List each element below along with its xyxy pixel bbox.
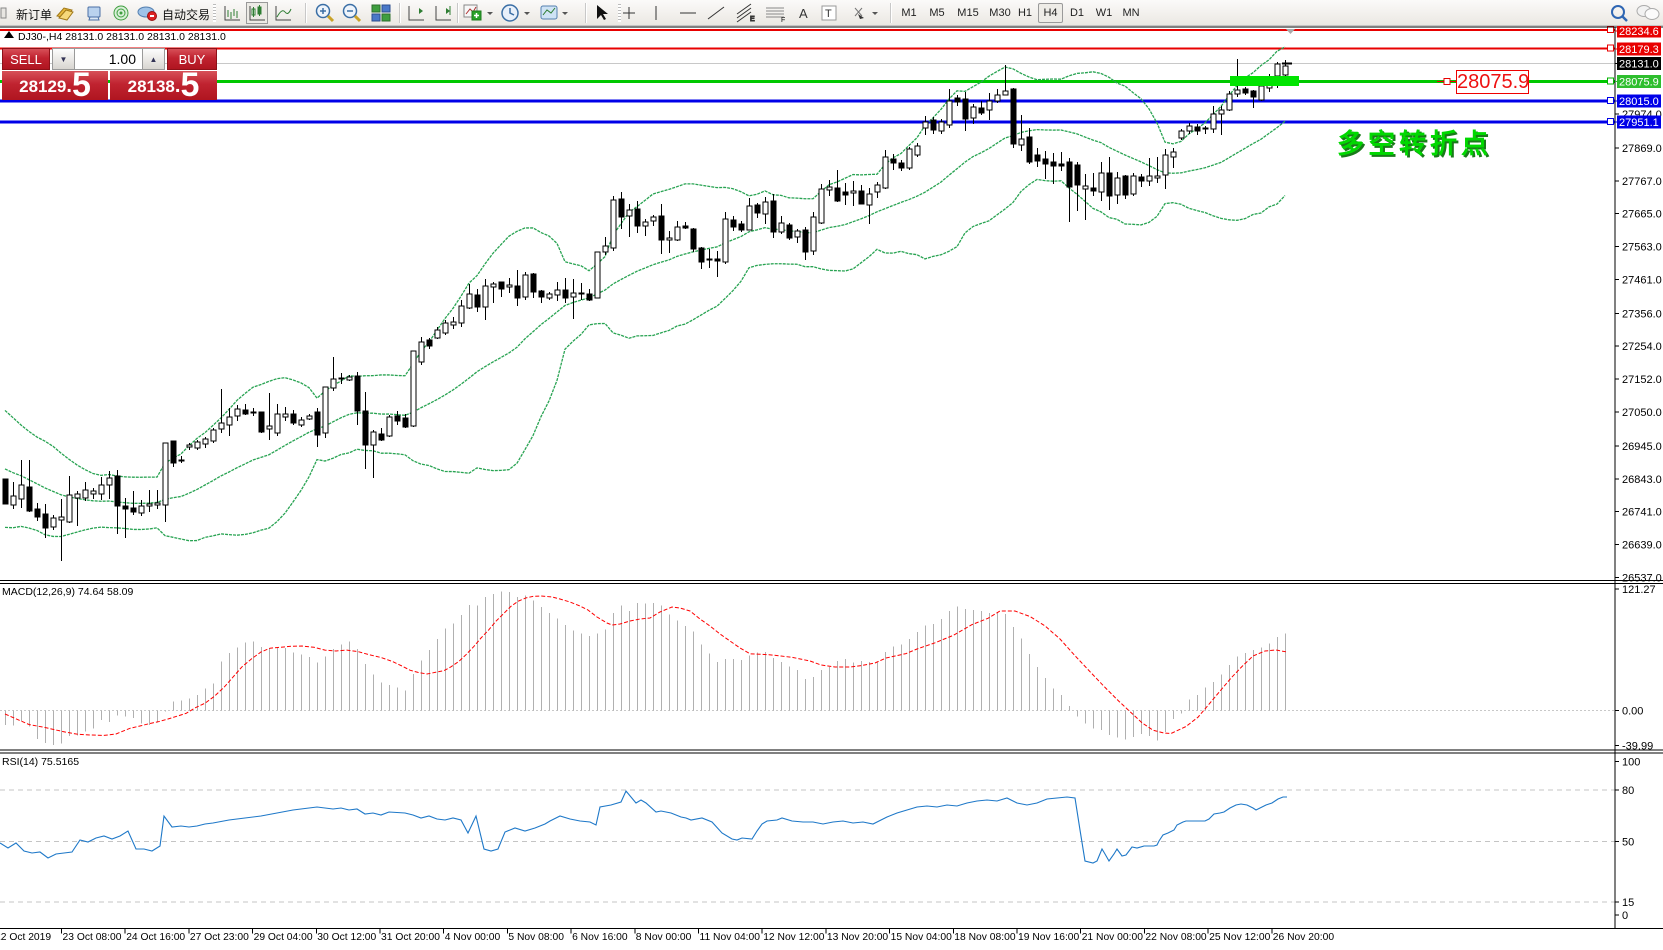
svg-text:28234.6: 28234.6 xyxy=(1619,26,1659,38)
svg-text:29 Oct 04:00: 29 Oct 04:00 xyxy=(254,932,313,943)
svg-text:80: 80 xyxy=(1622,785,1634,797)
svg-text:15: 15 xyxy=(1622,897,1634,909)
svg-text:0: 0 xyxy=(1622,910,1628,922)
svg-text:RSI(14) 75.5165: RSI(14) 75.5165 xyxy=(2,756,79,768)
svg-text:30 Oct 12:00: 30 Oct 12:00 xyxy=(317,932,376,943)
svg-text:A: A xyxy=(799,6,808,21)
svg-text:13 Nov 20:00: 13 Nov 20:00 xyxy=(827,932,889,943)
svg-text:-39.99: -39.99 xyxy=(1622,741,1653,753)
svg-text:0.00: 0.00 xyxy=(1622,706,1643,718)
svg-text:31 Oct 20:00: 31 Oct 20:00 xyxy=(381,932,440,943)
svg-text:26 Nov 20:00: 26 Nov 20:00 xyxy=(1273,932,1335,943)
svg-text:27461.0: 27461.0 xyxy=(1622,274,1662,286)
svg-text:23 Oct 08:00: 23 Oct 08:00 xyxy=(63,932,122,943)
svg-text:26945.0: 26945.0 xyxy=(1622,441,1662,453)
svg-text:22 Oct 2019: 22 Oct 2019 xyxy=(0,932,51,943)
svg-text:27665.0: 27665.0 xyxy=(1622,209,1662,221)
svg-text:26537.0: 26537.0 xyxy=(1622,572,1662,584)
svg-text:12 Nov 12:00: 12 Nov 12:00 xyxy=(763,932,825,943)
svg-text:22 Nov 08:00: 22 Nov 08:00 xyxy=(1145,932,1207,943)
svg-text:DJ30-,H4 28131.0 28131.0 2813: DJ30-,H4 28131.0 28131.0 28131.0 28131.0 xyxy=(18,31,226,43)
svg-text:11 Nov 04:00: 11 Nov 04:00 xyxy=(700,932,761,943)
svg-text:28179.3: 28179.3 xyxy=(1619,44,1659,56)
svg-text:F: F xyxy=(781,17,785,24)
svg-text:8 Nov 00:00: 8 Nov 00:00 xyxy=(636,932,692,943)
svg-text:27951.1: 27951.1 xyxy=(1619,117,1659,129)
svg-text:24 Oct 16:00: 24 Oct 16:00 xyxy=(126,932,185,943)
svg-text:27254.0: 27254.0 xyxy=(1622,341,1662,353)
svg-text:100: 100 xyxy=(1622,757,1640,769)
svg-text:26639.0: 26639.0 xyxy=(1622,540,1662,552)
svg-text:27152.0: 27152.0 xyxy=(1622,374,1662,386)
svg-text:27 Oct 23:00: 27 Oct 23:00 xyxy=(190,932,249,943)
svg-text:6 Nov 16:00: 6 Nov 16:00 xyxy=(572,932,628,943)
svg-text:E: E xyxy=(750,16,755,23)
svg-text:50: 50 xyxy=(1622,836,1634,848)
svg-text:27869.0: 27869.0 xyxy=(1622,143,1662,155)
svg-text:19 Nov 16:00: 19 Nov 16:00 xyxy=(1018,932,1080,943)
svg-text:28131.0: 28131.0 xyxy=(1619,59,1659,71)
svg-text:MACD(12,26,9) 74.64 58.09: MACD(12,26,9) 74.64 58.09 xyxy=(2,586,133,598)
svg-text:18 Nov 08:00: 18 Nov 08:00 xyxy=(954,932,1016,943)
svg-text:25 Nov 12:00: 25 Nov 12:00 xyxy=(1209,932,1271,943)
svg-text:27356.0: 27356.0 xyxy=(1622,308,1662,320)
svg-text:28075.9: 28075.9 xyxy=(1619,77,1659,89)
svg-text:27050.0: 27050.0 xyxy=(1622,407,1662,419)
svg-text:T: T xyxy=(825,8,832,20)
svg-text:26741.0: 26741.0 xyxy=(1622,507,1662,519)
svg-text:15 Nov 04:00: 15 Nov 04:00 xyxy=(891,932,953,943)
svg-text:26843.0: 26843.0 xyxy=(1622,474,1662,486)
svg-text:121.27: 121.27 xyxy=(1622,584,1656,596)
svg-text:5 Nov 08:00: 5 Nov 08:00 xyxy=(508,932,564,943)
svg-text:4 Nov 00:00: 4 Nov 00:00 xyxy=(445,932,501,943)
svg-text:27563.0: 27563.0 xyxy=(1622,242,1662,254)
svg-text:27767.0: 27767.0 xyxy=(1622,176,1662,188)
svg-text:21 Nov 00:00: 21 Nov 00:00 xyxy=(1082,932,1144,943)
svg-text:28015.0: 28015.0 xyxy=(1619,96,1659,108)
